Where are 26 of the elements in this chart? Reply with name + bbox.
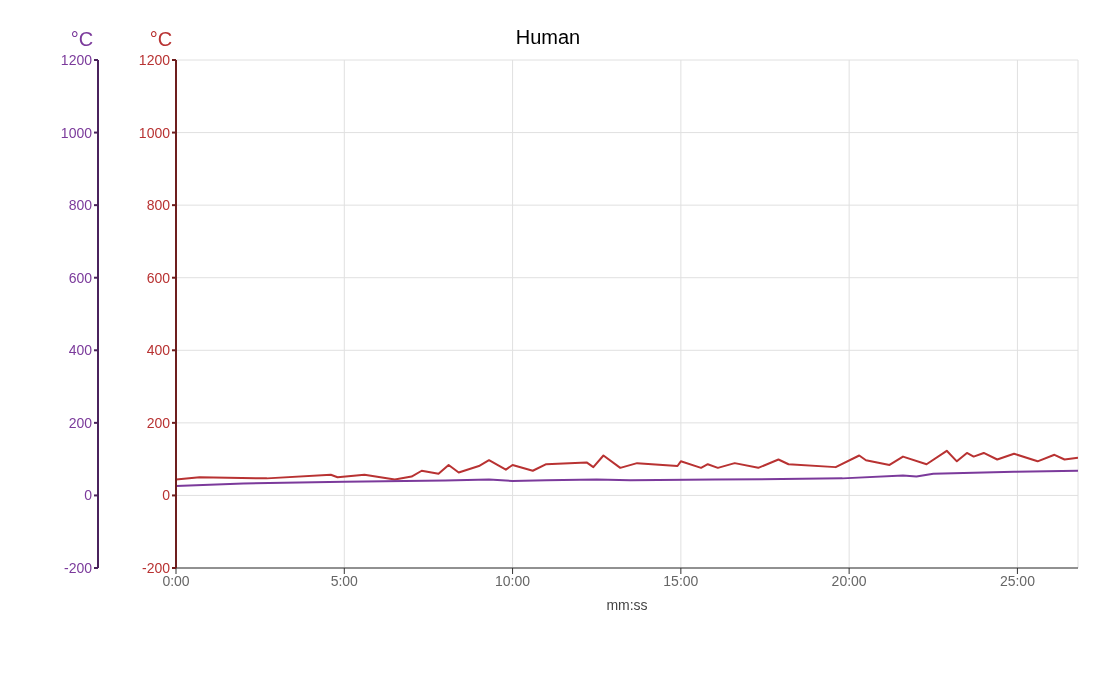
y-tick-label: 1200 <box>60 51 93 68</box>
y-tick-label: 200 <box>68 414 93 431</box>
y2-tick-label: 400 <box>146 342 171 359</box>
y-tick-label: 0 <box>84 487 93 504</box>
line-series <box>176 449 1078 481</box>
y2-axis-title: °C <box>149 28 173 50</box>
y-axis-title: °C <box>70 28 94 50</box>
y-tick-label: -200 <box>63 559 93 576</box>
x-axis-title: mm:ss <box>606 597 648 613</box>
x-tick-label: 10:00 <box>495 572 531 589</box>
y2-tick-label: 800 <box>146 197 171 214</box>
y2-tick-label: 0 <box>162 487 171 504</box>
x-tick-label: 15:00 <box>663 572 699 589</box>
y2-tick-label: 1000 <box>138 124 171 141</box>
y2-tick-label: 600 <box>146 269 171 286</box>
y-tick-label: 800 <box>68 197 93 214</box>
y2-tick-label: 1200 <box>138 51 171 68</box>
x-tick-label: 25:00 <box>999 572 1036 589</box>
x-tick-label: 20:00 <box>831 572 867 589</box>
y-tick-label: 400 <box>68 342 93 359</box>
x-tick-label: 5:00 <box>330 572 359 589</box>
y-tick-label: 1000 <box>60 124 93 141</box>
y-tick-label: 600 <box>68 269 93 286</box>
chart-title: Human <box>515 26 581 48</box>
y2-tick-label: 200 <box>146 414 171 431</box>
line-series <box>176 469 1078 487</box>
